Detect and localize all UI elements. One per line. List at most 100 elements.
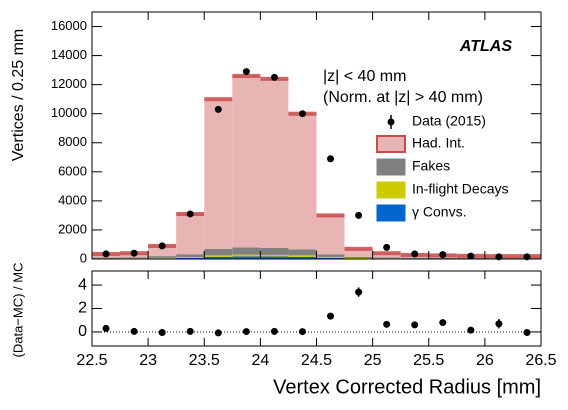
histogram-bar <box>204 99 233 249</box>
ratio-point <box>242 328 250 336</box>
histogram-bar <box>344 248 373 257</box>
ratio-point <box>158 329 166 337</box>
histogram-bar <box>260 78 289 248</box>
ratio-point <box>495 320 503 328</box>
ratio-point <box>298 328 306 336</box>
data-point <box>242 68 250 76</box>
histogram-bar <box>204 248 233 256</box>
ratio-y-axis-label: (Data−MC) / MC <box>10 263 25 358</box>
ratio-point <box>130 327 138 335</box>
y-tick-label: 4000 <box>58 192 87 207</box>
y-axis-label: Vertices / 0.25 mm <box>10 29 27 162</box>
ratio-point <box>214 329 222 337</box>
histogram-bar <box>176 254 205 258</box>
histogram-bar <box>428 257 457 259</box>
data-point <box>439 251 447 259</box>
y-tick-label: 2 <box>78 300 87 317</box>
histogram-bar <box>176 213 205 255</box>
histogram-bar <box>288 256 317 259</box>
x-tick-label: 23 <box>139 352 157 369</box>
ratio-point <box>270 327 278 335</box>
histogram-bar <box>176 257 205 259</box>
x-tick-label: 26.5 <box>525 352 556 369</box>
legend-label: Data (2015) <box>412 113 486 129</box>
y-tick-label: 10000 <box>51 105 87 120</box>
histogram-bar <box>148 256 177 258</box>
x-tick-label: 25.5 <box>413 352 444 369</box>
uncertainty-band <box>372 251 401 256</box>
histogram-bar <box>232 247 261 255</box>
uncertainty-band <box>204 97 233 102</box>
x-tick-label: 26 <box>476 352 494 369</box>
histogram-bar <box>92 257 121 259</box>
legend-swatch <box>376 181 406 199</box>
histogram-bar <box>232 254 261 257</box>
histogram-bar <box>372 253 401 258</box>
data-point <box>214 105 222 113</box>
data-point <box>411 250 419 258</box>
data-point <box>467 252 475 260</box>
uncertainty-band <box>232 73 261 78</box>
ratio-point <box>383 320 391 328</box>
x-tick-label: 24 <box>251 352 269 369</box>
histogram-bar <box>344 256 373 258</box>
histogram-bar <box>148 245 177 257</box>
histogram-bar <box>316 254 345 257</box>
histogram-bar <box>232 75 261 248</box>
legend-label: In-flight Decays <box>412 181 508 197</box>
legend-label: γ Convs. <box>412 204 466 220</box>
histogram-bar <box>120 257 149 259</box>
ratio-point <box>523 329 531 337</box>
histogram-bar <box>288 113 317 250</box>
histogram-bar <box>316 257 345 259</box>
x-axis-label: Vertex Corrected Radius [mm] <box>273 376 541 398</box>
x-tick-label: 25 <box>364 352 382 369</box>
uncertainty-band <box>344 246 373 251</box>
legend-label: Fakes <box>412 158 450 174</box>
data-point <box>327 155 335 163</box>
histogram-bar <box>288 249 317 256</box>
ratio-point <box>102 324 110 332</box>
x-tick-label: 24.5 <box>301 352 332 369</box>
histogram-bar <box>260 254 289 257</box>
y-tick-label: 8000 <box>58 134 87 149</box>
data-point <box>158 242 166 250</box>
annotation: (Norm. at |z| > 40 mm) <box>323 89 483 106</box>
y-tick-label: 12000 <box>51 76 87 91</box>
legend-swatch <box>376 135 406 153</box>
y-tick-label: 6000 <box>58 163 87 178</box>
data-point <box>270 73 278 81</box>
x-tick-label: 22.5 <box>76 352 107 369</box>
ratio-point <box>411 321 419 329</box>
y-tick-label: 2000 <box>58 221 87 236</box>
histogram-bar <box>232 256 261 259</box>
legend-marker <box>387 118 395 126</box>
ratio-frame <box>91 270 542 347</box>
atlas-label: ATLAS <box>459 38 512 55</box>
ratio-point <box>327 312 335 320</box>
histogram-bar <box>204 255 233 257</box>
data-point <box>298 110 306 118</box>
histogram-bar <box>260 247 289 255</box>
data-point <box>355 211 363 219</box>
y-tick-label: 14000 <box>51 47 87 62</box>
data-point <box>186 210 194 218</box>
histogram-bar <box>372 257 401 259</box>
ratio-point <box>439 319 447 327</box>
histogram-bar <box>204 256 233 259</box>
annotation: |z| < 40 mm <box>323 68 406 85</box>
ratio-point <box>467 326 475 334</box>
ratio-point <box>186 327 194 335</box>
histogram-bar <box>316 256 345 258</box>
legend-swatch <box>376 204 406 222</box>
histogram-bar <box>288 255 317 257</box>
y-tick-label: 0 <box>78 323 87 340</box>
y-tick-label: 0 <box>80 250 87 265</box>
histogram-bar <box>400 257 429 259</box>
histogram-bar <box>316 215 345 255</box>
data-point <box>102 250 110 258</box>
data-point <box>130 249 138 257</box>
y-tick-label: 4 <box>78 276 87 293</box>
